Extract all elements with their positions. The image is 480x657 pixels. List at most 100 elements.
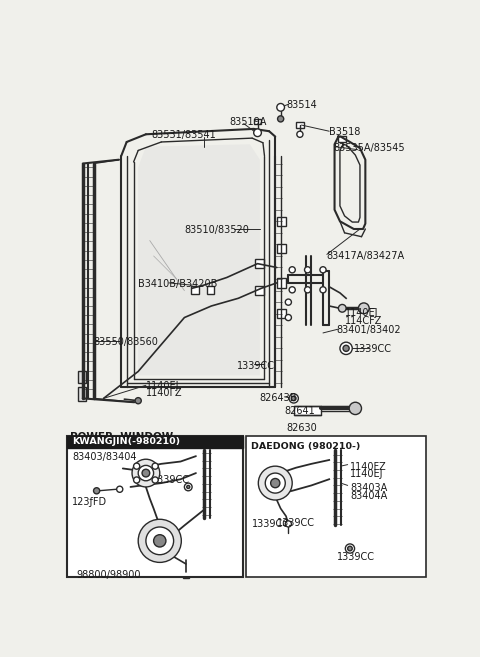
Text: 82630: 82630 (286, 423, 317, 433)
Circle shape (285, 299, 291, 306)
Bar (338, 136, 346, 142)
Text: 83403/83404: 83403/83404 (72, 451, 136, 461)
Circle shape (348, 546, 352, 551)
Bar (335, 476, 344, 482)
Bar (183, 570, 189, 578)
Circle shape (132, 459, 160, 487)
Text: 1140EJ: 1140EJ (146, 380, 180, 391)
Text: B3518: B3518 (329, 127, 360, 137)
Circle shape (117, 486, 123, 492)
Bar (204, 458, 213, 464)
Bar (335, 507, 344, 513)
Text: B3410B/B3420B: B3410B/B3420B (138, 279, 217, 289)
Text: 1140EJ: 1140EJ (345, 308, 378, 318)
Circle shape (133, 463, 140, 469)
Bar (277, 244, 286, 253)
Circle shape (265, 473, 285, 493)
Text: 82641: 82641 (285, 406, 315, 416)
Text: 83404A: 83404A (350, 491, 387, 501)
Bar (204, 487, 213, 494)
Circle shape (133, 477, 140, 483)
Text: 1339CC: 1339CC (277, 518, 315, 528)
Circle shape (359, 303, 369, 313)
Bar (335, 461, 344, 467)
Circle shape (289, 394, 299, 403)
Circle shape (258, 466, 292, 500)
Text: 1140ΓZ: 1140ΓZ (146, 388, 182, 398)
Bar (335, 491, 344, 498)
Circle shape (285, 521, 291, 527)
Text: 83535A/83545: 83535A/83545 (334, 143, 406, 152)
Bar (67, 436, 243, 577)
Circle shape (345, 544, 355, 553)
Circle shape (277, 104, 285, 111)
Text: POWER  WINDOW: POWER WINDOW (71, 432, 174, 442)
Text: 123ƒFD: 123ƒFD (72, 497, 107, 507)
Text: KWANGJIN(-980210): KWANGJIN(-980210) (72, 437, 180, 446)
Bar (246, 436, 426, 577)
Text: 83550/83560: 83550/83560 (94, 337, 158, 347)
Circle shape (289, 286, 295, 293)
Bar (204, 472, 213, 478)
Text: 83510/83520: 83510/83520 (184, 225, 249, 235)
Text: 83401/83402: 83401/83402 (337, 325, 401, 335)
Text: DAEDONG (980210-): DAEDONG (980210-) (251, 442, 360, 451)
Circle shape (304, 286, 311, 293)
Circle shape (271, 478, 280, 487)
Bar (192, 286, 199, 294)
Circle shape (135, 397, 141, 404)
Circle shape (277, 116, 284, 122)
Text: 83417A/83427A: 83417A/83427A (327, 250, 405, 261)
Bar (78, 371, 86, 383)
Circle shape (349, 402, 361, 415)
Circle shape (285, 315, 291, 321)
Circle shape (154, 535, 166, 547)
Text: 1339CC: 1339CC (237, 361, 275, 371)
Circle shape (320, 267, 326, 273)
Circle shape (138, 465, 154, 481)
Text: 1339CC: 1339CC (337, 553, 375, 562)
Circle shape (254, 129, 262, 137)
Circle shape (94, 487, 100, 494)
Bar (277, 217, 286, 226)
Bar (67, 436, 243, 449)
Circle shape (320, 286, 326, 293)
Text: 1140FZ: 1140FZ (350, 461, 387, 472)
Circle shape (340, 342, 352, 355)
Circle shape (291, 396, 296, 401)
Polygon shape (138, 145, 260, 375)
Circle shape (304, 267, 311, 273)
Text: 1339CC: 1339CC (354, 344, 392, 355)
Text: 98800/98900: 98800/98900 (77, 570, 141, 580)
Bar (255, 259, 264, 268)
Text: 83403A: 83403A (350, 483, 387, 493)
Text: 1140EJ: 1140EJ (350, 469, 384, 479)
Bar (254, 119, 261, 124)
Circle shape (146, 527, 174, 555)
Circle shape (142, 469, 150, 477)
Text: 1339CC: 1339CC (252, 519, 290, 530)
Text: 82643B: 82643B (260, 393, 297, 403)
Circle shape (289, 267, 295, 273)
Bar (277, 279, 286, 288)
Text: 83514: 83514 (286, 101, 317, 110)
Bar (296, 122, 304, 128)
Circle shape (297, 131, 303, 137)
Text: 114CFZ: 114CFZ (345, 316, 382, 326)
Bar (277, 309, 286, 318)
Circle shape (187, 486, 190, 489)
Text: 83519A: 83519A (229, 118, 266, 127)
Circle shape (138, 519, 181, 562)
Text: 83531/83541: 83531/83541 (151, 129, 216, 140)
Bar (204, 503, 213, 509)
Bar (78, 387, 86, 401)
Bar (255, 286, 264, 295)
Bar (207, 286, 215, 294)
Circle shape (338, 304, 346, 312)
Circle shape (184, 483, 192, 491)
Bar (294, 406, 321, 415)
Circle shape (343, 346, 349, 351)
Text: 1339CC: 1339CC (152, 476, 190, 486)
Circle shape (152, 463, 158, 469)
Circle shape (152, 477, 158, 483)
